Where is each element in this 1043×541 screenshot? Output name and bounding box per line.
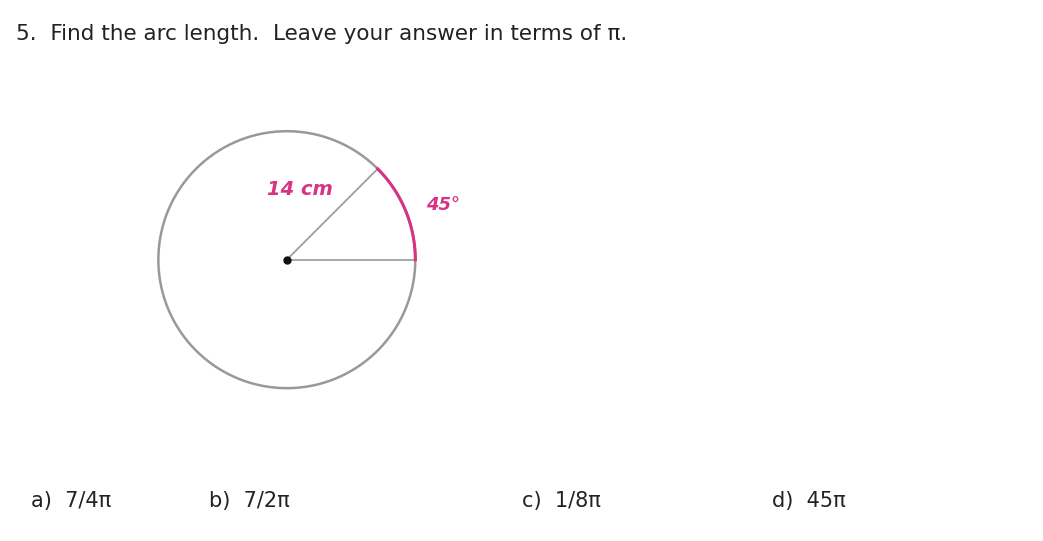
Text: 5.  Find the arc length.  Leave your answer in terms of π.: 5. Find the arc length. Leave your answe… <box>16 24 627 44</box>
Text: 14 cm: 14 cm <box>267 180 333 199</box>
Text: a)  7/4π: a) 7/4π <box>31 491 112 511</box>
Text: c)  1/8π: c) 1/8π <box>522 491 601 511</box>
Text: 45°: 45° <box>427 196 460 214</box>
Text: b)  7/2π: b) 7/2π <box>209 491 289 511</box>
Text: d)  45π: d) 45π <box>772 491 846 511</box>
